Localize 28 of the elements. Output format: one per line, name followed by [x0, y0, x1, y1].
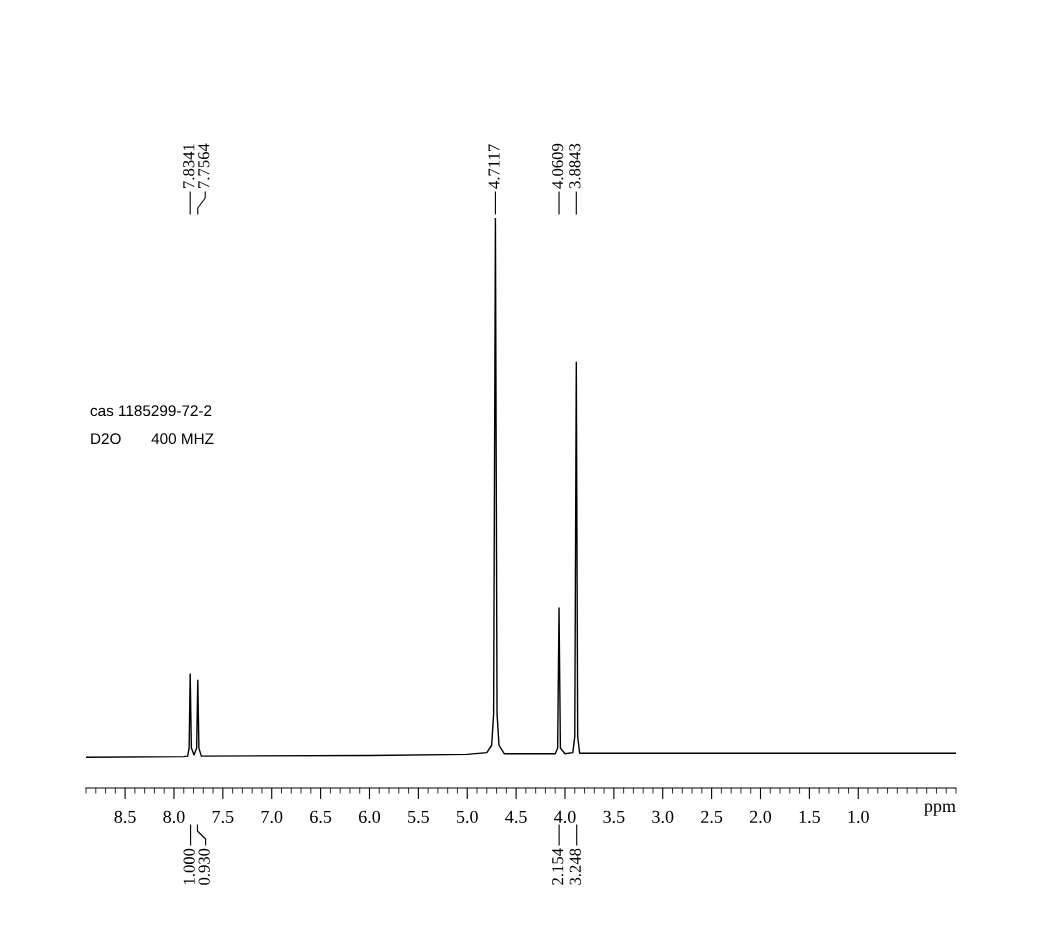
x-tick-label: 7.0 [261, 810, 283, 824]
annotation: 0.930 [198, 848, 210, 885]
x-tick-label: 2.5 [701, 810, 723, 824]
annotation: D2O 400 MHZ [91, 433, 214, 445]
text: 7.8341 [183, 144, 195, 188]
x-tick-label: 4.5 [505, 810, 527, 824]
x-tick-label: 7.5 [212, 810, 234, 824]
annotation: 3.248 [569, 848, 581, 885]
text: 4.0609 [551, 143, 564, 189]
x-tick-label: 3.0 [652, 810, 674, 824]
x-axis-title: ppm [924, 803, 956, 816]
x-tick-label: 6.5 [310, 810, 332, 824]
annotation: 2.154 [552, 848, 564, 885]
x-tick-label: 3.5 [603, 810, 625, 824]
text: 4.7117 [488, 144, 500, 189]
x-tick-label: 2.0 [750, 810, 772, 824]
x-tick-label: 1.0 [848, 810, 869, 824]
annotation: 1.000 [183, 848, 195, 885]
x-tick-label: 1.5 [799, 810, 820, 824]
text: 3.8843 [569, 143, 581, 189]
x-tick-label: 5.0 [457, 810, 478, 824]
x-tick-label: 8.0 [163, 810, 185, 824]
text: 7.7564 [198, 143, 210, 188]
x-tick-label: 8.5 [114, 810, 136, 824]
annotation: cas 1185299-72-2 [90, 405, 212, 417]
x-tick-label: 5.5 [408, 810, 429, 824]
x-tick-label: 4.0 [554, 810, 576, 824]
x-tick-label: 6.0 [358, 810, 381, 824]
